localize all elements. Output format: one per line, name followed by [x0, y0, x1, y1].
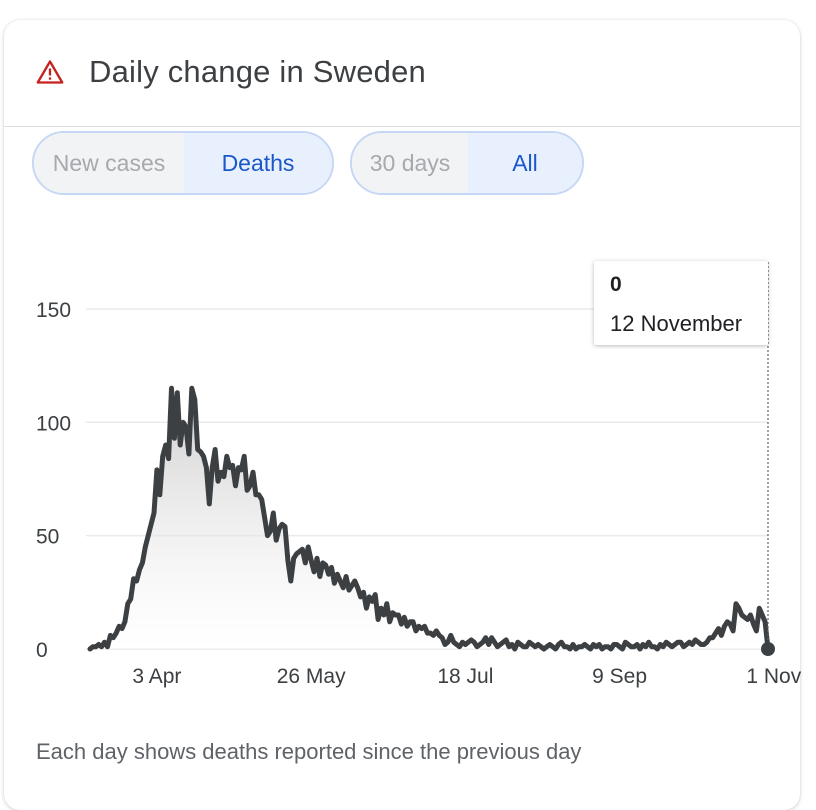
tooltip: 0 12 November: [594, 261, 768, 345]
y-tick-label: 0: [36, 639, 48, 662]
x-tick-label: 1 Nov: [746, 665, 801, 688]
y-tick-label: 100: [36, 412, 71, 435]
range-toggle: 30 days All: [350, 131, 584, 195]
area-fill: [90, 388, 768, 649]
x-tick-label: 3 Apr: [132, 665, 181, 688]
footer-note: Each day shows deaths reported since the…: [36, 739, 582, 764]
x-tick-label: 9 Sep: [592, 665, 647, 688]
y-tick-label: 150: [36, 299, 71, 322]
card-header: Daily change in Sweden: [4, 20, 800, 127]
y-axis: 0 50 100 150: [36, 299, 71, 662]
selected-point[interactable]: [761, 642, 775, 656]
tooltip-date: 12 November: [610, 311, 743, 336]
new-cases-button[interactable]: New cases: [34, 133, 184, 193]
y-tick-label: 50: [36, 526, 59, 549]
deaths-chart[interactable]: 0 50 100 150 3 Apr 26 May 18 Jul 9 Sep 1 Nov: [0, 0, 816, 780]
warning-icon: [36, 60, 64, 84]
all-button[interactable]: All: [468, 133, 582, 193]
x-tick-label: 18 Jul: [437, 665, 493, 688]
x-tick-label: 26 May: [277, 665, 346, 688]
x-axis: 3 Apr 26 May 18 Jul 9 Sep 1 Nov: [132, 665, 801, 688]
deaths-button[interactable]: Deaths: [184, 133, 332, 193]
30-days-button[interactable]: 30 days: [352, 133, 468, 193]
metric-toggle: New cases Deaths: [32, 131, 334, 195]
deaths-line: [87, 385, 771, 652]
card-title: Daily change in Sweden: [89, 54, 426, 89]
tooltip-value: 0: [610, 273, 622, 296]
